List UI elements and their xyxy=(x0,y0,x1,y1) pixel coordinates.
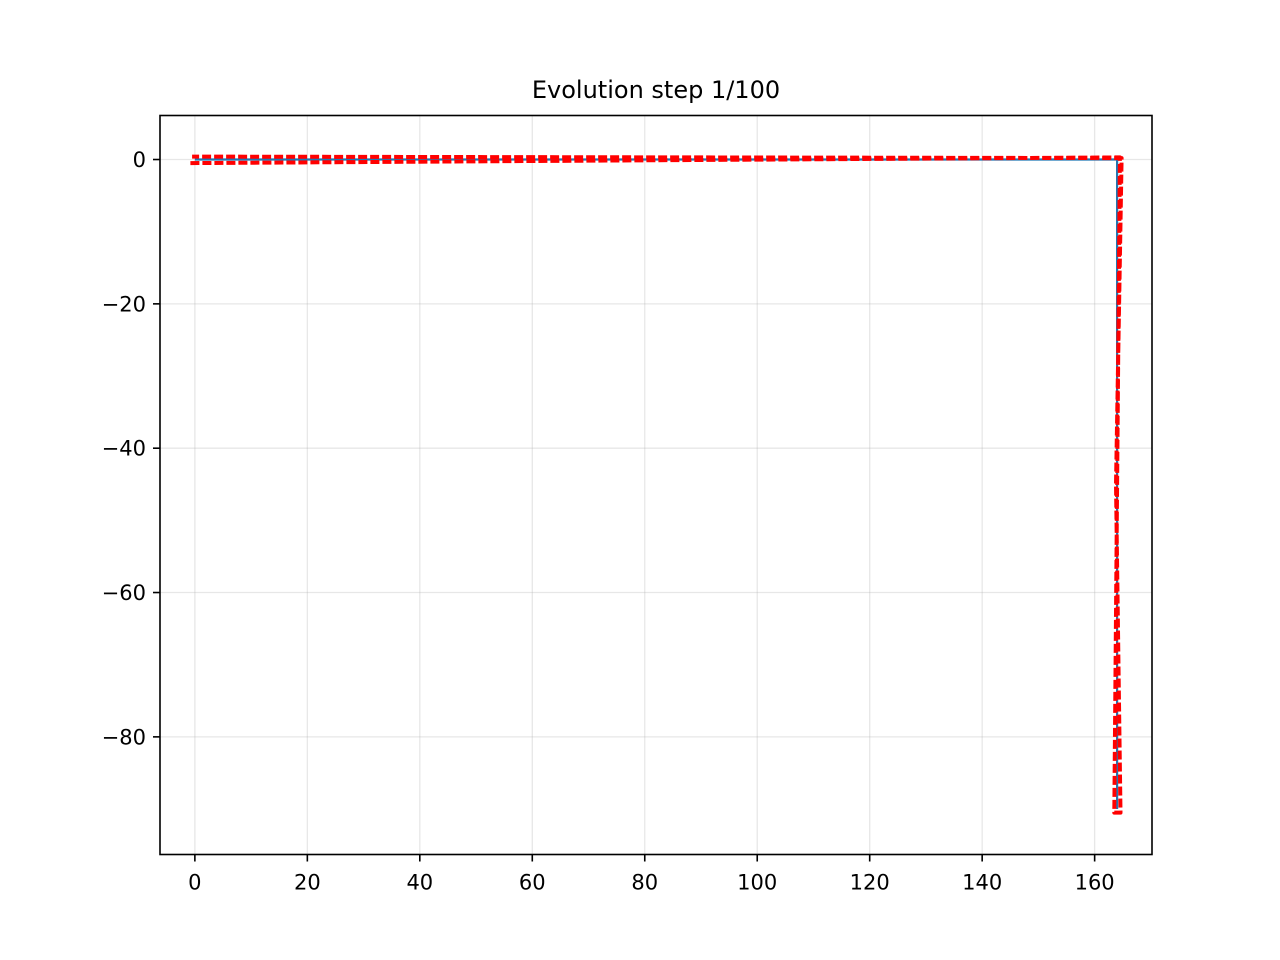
x-tick-label: 100 xyxy=(737,871,777,895)
y-tick-label: −60 xyxy=(102,581,146,605)
series-line-2 xyxy=(190,154,1124,815)
chart-title: Evolution step 1/100 xyxy=(532,76,780,104)
y-tick-label: 0 xyxy=(133,148,146,172)
x-tick-label: 120 xyxy=(850,871,890,895)
x-tick-label: 60 xyxy=(519,871,546,895)
x-axis: 0 20 40 60 80 100 120 140 160 xyxy=(188,854,1115,895)
plot-frame xyxy=(159,114,1153,856)
y-tick-label: −40 xyxy=(102,437,146,461)
y-tick-label: −80 xyxy=(102,725,146,749)
x-tick-label: 40 xyxy=(406,871,433,895)
x-tick-label: 80 xyxy=(631,871,658,895)
x-tick-label: 20 xyxy=(294,871,321,895)
x-tick-label: 160 xyxy=(1075,871,1115,895)
x-tick-label: 0 xyxy=(188,871,201,895)
y-axis: 0 −20 −40 −60 −80 xyxy=(102,148,160,749)
grid xyxy=(160,115,1152,855)
series-layer xyxy=(190,154,1124,815)
x-tick-label: 140 xyxy=(962,871,1002,895)
y-tick-label: −20 xyxy=(102,292,146,316)
